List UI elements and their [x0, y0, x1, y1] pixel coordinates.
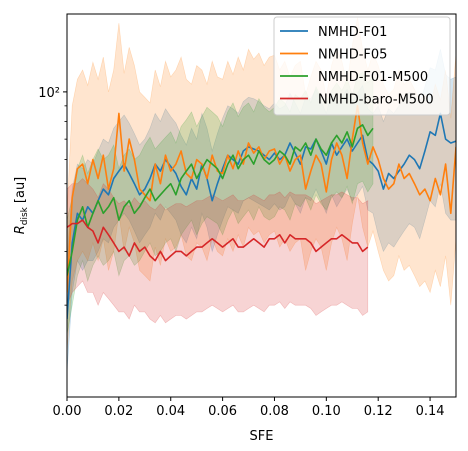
band-nmhd-f01-m500 — [67, 71, 374, 335]
x-tick-label: 0.14 — [416, 404, 445, 419]
x-axis-ticks: 0.00 0.02 0.04 0.06 0.08 0.10 0.12 0.14 — [53, 397, 445, 419]
y-axis-ticks: 10² — [38, 86, 67, 306]
legend: NMHD-F01 NMHD-F05 NMHD-F01-M500 NMHD-baro-M… — [273, 16, 451, 116]
legend-label-nmhd-f01: NMHD-F01 — [318, 25, 387, 40]
legend-label-nmhd-f01-m500: NMHD-F01-M500 — [318, 70, 428, 85]
legend-box — [273, 16, 451, 116]
y-axis-label: Rdisk [au] — [13, 177, 30, 235]
x-tick-label: 0.00 — [53, 404, 82, 419]
x-tick-label: 0.06 — [208, 404, 237, 419]
y-axis-label-unit: [au] — [13, 177, 28, 203]
x-tick-label: 0.08 — [260, 404, 289, 419]
legend-label-nmhd-f05: NMHD-F05 — [318, 48, 387, 63]
band-nmhd-f01 — [67, 49, 456, 373]
line-nmhd-baro-m500 — [67, 219, 369, 262]
x-tick-label: 0.12 — [364, 404, 393, 419]
x-axis-label: SFE — [250, 429, 274, 444]
y-axis-label-subscript: disk — [20, 206, 30, 225]
y-tick-label: 10² — [38, 86, 60, 101]
y-axis-label-symbol: R — [13, 225, 28, 234]
line-nmhd-f01-m500 — [67, 124, 374, 276]
line-nmhd-f05 — [67, 105, 456, 293]
x-tick-label: 0.10 — [312, 404, 341, 419]
plot-frame — [66, 13, 457, 398]
series-lines — [67, 105, 456, 320]
legend-label-nmhd-baro-m500: NMHD-baro-M500 — [318, 93, 434, 108]
band-nmhd-baro-m500 — [67, 178, 369, 324]
x-tick-label: 0.02 — [104, 404, 133, 419]
x-tick-label: 0.04 — [156, 404, 185, 419]
